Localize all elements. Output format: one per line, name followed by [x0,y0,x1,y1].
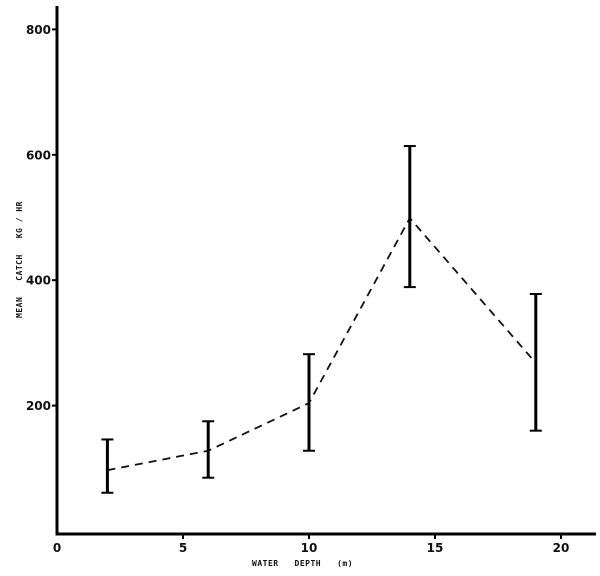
x-tick-label: 15 [427,541,444,555]
data-series [101,145,542,494]
x-tick-label: 0 [53,541,61,555]
y-tick-label: 200 [26,399,51,413]
y-tick-label: 400 [26,274,51,288]
mean-dashed-line [107,216,537,472]
x-tick-label: 5 [179,541,187,555]
axes: 200 400 600 800 0 5 10 15 20 [26,6,596,555]
error-bar [403,145,416,289]
x-axis-title: WATER DEPTH (m) [252,559,353,568]
y-tick-label: 600 [26,148,51,162]
error-bar [529,292,542,432]
y-tick-label: 800 [26,23,51,37]
x-tick-label: 20 [553,541,570,555]
y-axis-title: MEAN CATCH KG / HR [15,201,24,318]
error-bar [303,353,315,452]
error-bar [202,420,215,479]
x-tick-label: 10 [301,541,318,555]
error-bar [101,438,114,494]
